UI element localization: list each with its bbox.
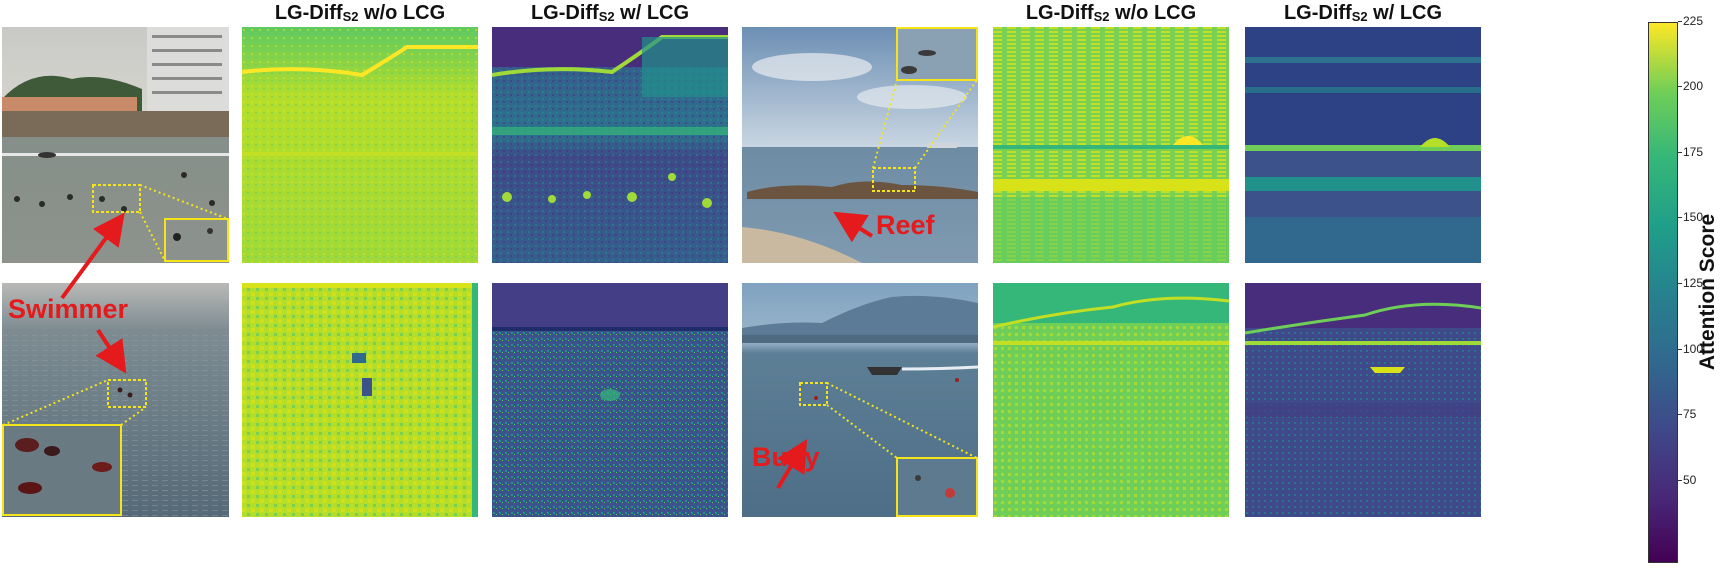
- heatmap-reef-w-lcg: [1245, 27, 1481, 263]
- colorbar-tick-50: 50: [1677, 473, 1697, 487]
- photo-buoy: [742, 283, 978, 517]
- heatmap-buoy-w-lcg: [1245, 283, 1481, 517]
- reef-label: Reef: [876, 210, 935, 240]
- colorbar-title: Attention Score: [1696, 213, 1719, 371]
- header-wo-lcg-2: LG-DiffS2 w/o LCG: [1025, 2, 1197, 24]
- heatmap-sea-wo-lcg: [242, 283, 478, 517]
- heatmap-reef-wo-lcg: [993, 27, 1229, 263]
- colorbar-tick-75: 75: [1677, 407, 1697, 421]
- photo-sea-swimmers: [2, 283, 229, 517]
- colorbar-tick-175: 175: [1677, 145, 1704, 159]
- colorbar-tick-125: 125: [1677, 276, 1704, 290]
- heatmap-swimmers-w-lcg: [492, 27, 728, 263]
- swimmer-label: Swimmer: [8, 294, 129, 324]
- header-wo-lcg-1: LG-DiffS2 w/o LCG: [274, 2, 446, 24]
- photo-reef: [742, 27, 978, 263]
- photo-beach-swimmers: [2, 27, 229, 263]
- colorbar-tick-200: 200: [1677, 79, 1704, 93]
- colorbar-tick-225: 225: [1677, 14, 1704, 28]
- colorbar-tick-100: 100: [1677, 342, 1704, 356]
- header-w-lcg-1: LG-DiffS2 w/ LCG: [530, 2, 690, 24]
- colorbar: [1648, 22, 1678, 563]
- heatmap-buoy-wo-lcg: [993, 283, 1229, 517]
- header-w-lcg-2: LG-DiffS2 w/ LCG: [1283, 2, 1443, 24]
- colorbar-tick-150: 150: [1677, 210, 1704, 224]
- buoy-label: Buoy: [752, 442, 820, 472]
- heatmap-sea-w-lcg: [492, 283, 728, 517]
- heatmap-swimmers-wo-lcg: [242, 27, 478, 263]
